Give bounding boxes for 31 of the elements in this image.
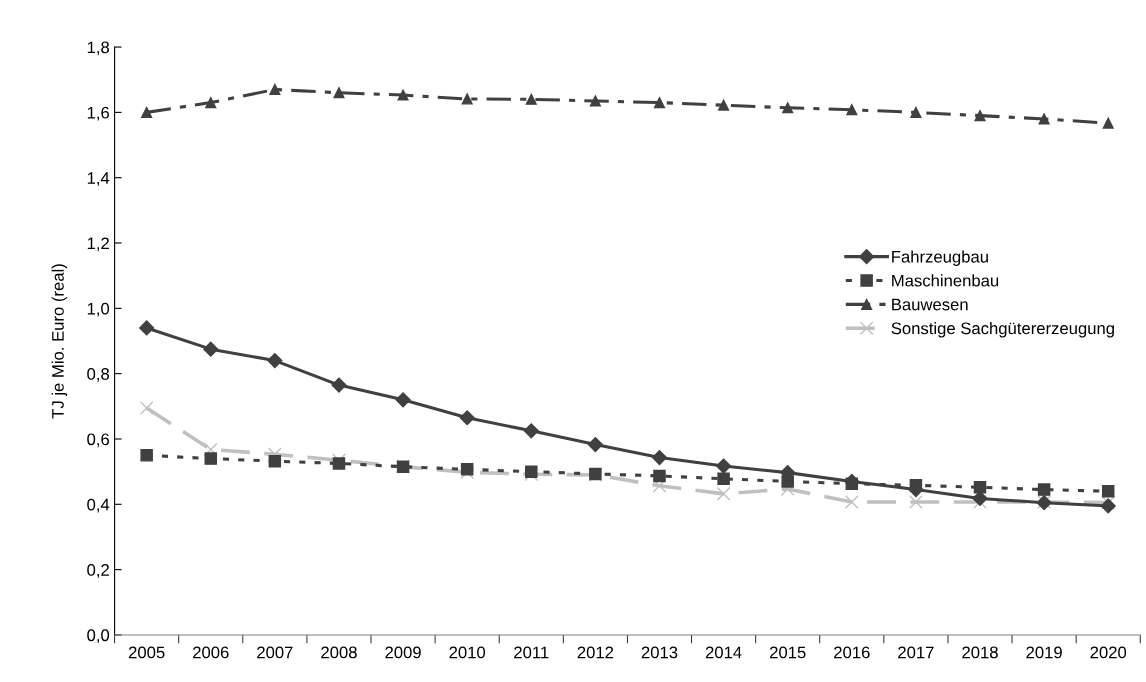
y-tick-label: 0,2 xyxy=(87,564,109,578)
y-tick-label: 1,2 xyxy=(87,237,109,252)
legend-label: Bauwesen xyxy=(892,298,968,311)
y-tick-label: 1,8 xyxy=(87,41,110,56)
x-tick-label: 2018 xyxy=(962,646,998,659)
legend-label: Fahrzeugbau xyxy=(892,250,988,266)
x-tick-label: 2019 xyxy=(1026,646,1062,659)
x-tick-label: 2007 xyxy=(257,646,293,659)
x-tick-label: 2010 xyxy=(449,646,486,659)
x-tick-label: 2016 xyxy=(834,646,870,659)
y-tick-label: 1,4 xyxy=(87,172,110,186)
x-tick-label: 2011 xyxy=(514,646,549,659)
x-tick-label: 2012 xyxy=(577,646,614,659)
x-tick-label: 2014 xyxy=(705,646,742,659)
y-tick-label: 1,0 xyxy=(87,302,110,317)
y-tick-label: 1,6 xyxy=(87,106,110,121)
x-tick-label: 2013 xyxy=(641,646,678,659)
y-tick-label: 0,6 xyxy=(87,433,110,448)
x-tick-label: 2008 xyxy=(321,646,357,659)
legend-label: Maschinenbau xyxy=(892,274,999,287)
legend-label: Sonstige Sachgütererzeugung xyxy=(891,322,1114,338)
y-tick-label: 0,0 xyxy=(87,629,110,644)
y-tick-label: 0,8 xyxy=(87,368,110,382)
x-tick-label: 2017 xyxy=(898,646,934,659)
x-tick-label: 2006 xyxy=(193,646,229,659)
x-tick-label: 2020 xyxy=(1090,646,1127,659)
y-axis-title: TJ je Mio. Euro (real) xyxy=(51,264,68,419)
x-tick-label: 2009 xyxy=(385,646,421,659)
x-tick-label: 2015 xyxy=(770,646,806,659)
x-tick-label: 2005 xyxy=(128,646,165,659)
y-tick-label: 0,4 xyxy=(87,498,110,513)
